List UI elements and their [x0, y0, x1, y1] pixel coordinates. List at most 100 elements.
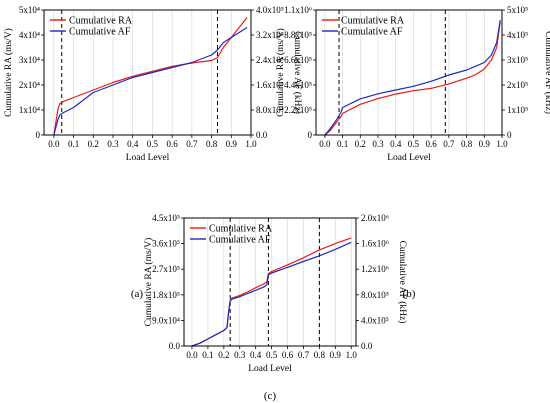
plot-frame [183, 217, 357, 347]
x-tick-label: 0.0 [186, 350, 198, 360]
y-left-tick-label: 3.6x10⁵ [152, 239, 180, 249]
y-right-tick-label: 1.2x10⁶ [361, 264, 389, 274]
series-cumulative-af-line [191, 241, 352, 347]
y-right-tick-label: 4.0x10⁵ [361, 315, 389, 325]
y-left-tick-label: 1.1x10⁶ [284, 5, 312, 15]
y-right-tick-label: 8.0x10⁴ [256, 105, 284, 115]
x-tick-label: 0.9 [330, 350, 342, 360]
legend-label-af: Cumulative AF [209, 235, 271, 246]
x-tick-label: 0.3 [234, 350, 246, 360]
y-right-tick-label: 0 [507, 130, 512, 140]
panel-caption: (c) [264, 390, 277, 402]
y-left-tick-label: 4.4x10⁵ [284, 80, 312, 90]
y-right-tick-label: 2.0x10⁶ [361, 213, 389, 223]
y-left-tick-label: 2x10⁴ [19, 80, 40, 90]
y-left-tick-label: 0 [308, 130, 313, 140]
x-tick-label: 1.0 [496, 139, 508, 149]
y-right-tick-label: 2x10⁵ [507, 80, 528, 90]
y-right-tick-label: 0.0 [361, 341, 373, 351]
series-cumulative-af-line [53, 26, 248, 136]
x-tick-label: 0.9 [479, 139, 491, 149]
x-tick-label: 0.7 [443, 139, 455, 149]
x-tick-label: 0.0 [319, 139, 331, 149]
x-tick-label: 0.2 [355, 139, 366, 149]
y-right-axis-title: Cumulative AF (kHz) [543, 31, 550, 114]
x-tick-label: 1.0 [346, 350, 358, 360]
legend-label-af: Cumulative AF [341, 27, 403, 38]
y-right-tick-label: 8.0x10⁵ [361, 290, 389, 300]
x-tick-label: 0.2 [218, 350, 229, 360]
y-left-axis-title: Cumulative RA (ms/V) [143, 238, 154, 327]
legend-label-ra: Cumulative RA [341, 16, 405, 27]
y-left-tick-label: 4.5x10⁵ [152, 213, 180, 223]
x-tick-label: 0.8 [314, 350, 326, 360]
x-tick-label: 0.7 [186, 139, 198, 149]
y-left-tick-label: 9.0x10⁴ [152, 315, 180, 325]
x-tick-label: 0.7 [298, 350, 310, 360]
x-axis-title: Load Level [248, 364, 292, 374]
y-right-axis-title: Cumulative AF (kHz) [292, 31, 303, 114]
legend-label-ra: Cumulative RA [209, 224, 273, 235]
x-tick-label: 0.4 [390, 139, 402, 149]
series-cumulative-af-line [324, 19, 501, 136]
panel-caption: (a) [131, 288, 144, 300]
x-tick-label: 0.6 [167, 139, 179, 149]
y-right-tick-label: 4x10⁵ [507, 30, 528, 40]
y-right-tick-label: 4.0x10⁵ [256, 5, 284, 15]
plot-frame [315, 9, 503, 136]
y-left-axis-title: Cumulative RA (ms/V) [3, 28, 14, 117]
series-cumulative-ra-line [324, 21, 501, 136]
x-tick-label: 0.5 [266, 350, 278, 360]
chart-panel-2: 0.0 0.1 0.2 0.3 0.4 0.5 0.6 0.7 0.8 0.9 1.002.2x10… [275, 5, 550, 300]
y-left-tick-label: 0.0 [169, 341, 181, 351]
legend-label-af: Cumulative AF [69, 27, 131, 38]
x-tick-label: 0.4 [250, 350, 262, 360]
y-left-tick-label: 5x10⁴ [19, 5, 40, 15]
y-right-tick-label: 2.4x10⁵ [256, 55, 284, 65]
y-left-tick-label: 2.2x10⁵ [284, 105, 312, 115]
x-tick-label: 0.1 [337, 139, 348, 149]
y-left-tick-label: 0 [36, 130, 41, 140]
y-right-tick-label: 1.6x10⁵ [256, 80, 284, 90]
y-left-tick-label: 8.8x10⁵ [284, 30, 312, 40]
chart-panel-3: 0.0 0.1 0.2 0.3 0.4 0.5 0.6 0.7 0.8 0.9 1.00.09.0x… [143, 213, 408, 402]
x-tick-label: 0.4 [127, 139, 139, 149]
x-tick-label: 0.6 [426, 139, 438, 149]
x-tick-label: 0.3 [372, 139, 384, 149]
x-tick-label: 0.5 [147, 139, 159, 149]
y-left-tick-label: 4x10⁴ [19, 30, 40, 40]
x-axis-title: Load Level [126, 153, 170, 163]
x-tick-label: 0.9 [226, 139, 238, 149]
panel-caption: (b) [403, 288, 416, 300]
y-right-tick-label: 5x10⁵ [507, 5, 528, 15]
y-left-tick-label: 1.8x10⁵ [152, 290, 180, 300]
y-left-tick-label: 2.7x10⁵ [152, 264, 180, 274]
series-cumulative-ra-line [53, 17, 248, 136]
y-left-tick-label: 6.6x10⁵ [284, 55, 312, 65]
y-right-tick-label: 1.6x10⁶ [361, 239, 389, 249]
x-tick-label: 0.8 [206, 139, 218, 149]
y-right-axis-title: Cumulative AF (kHz) [397, 241, 408, 324]
plot-frame [43, 9, 252, 136]
x-axis-title: Load Level [387, 153, 431, 163]
x-tick-label: 0.8 [461, 139, 473, 149]
legend-label-ra: Cumulative RA [69, 16, 133, 27]
x-tick-label: 0.1 [68, 139, 79, 149]
y-right-tick-label: 3.2x10⁵ [256, 30, 284, 40]
x-tick-label: 0.2 [88, 139, 99, 149]
chart-panel-1: 0.0 0.1 0.2 0.3 0.4 0.5 0.6 0.7 0.8 0.9 1.0 0 1x10⁴ 2… [3, 5, 303, 300]
x-tick-label: 0.0 [48, 139, 60, 149]
y-left-axis-title: Cumulative RA (ms/V) [275, 28, 286, 117]
x-tick-label: 0.1 [202, 350, 213, 360]
x-tick-label: 1.0 [245, 139, 257, 149]
y-left-tick-label: 3x10⁴ [19, 55, 40, 65]
x-tick-label: 0.6 [282, 350, 294, 360]
y-right-tick-label: 3x10⁵ [507, 55, 528, 65]
x-tick-label: 0.5 [408, 139, 420, 149]
y-left-tick-label: 1x10⁴ [19, 105, 40, 115]
x-tick-label: 0.3 [107, 139, 119, 149]
